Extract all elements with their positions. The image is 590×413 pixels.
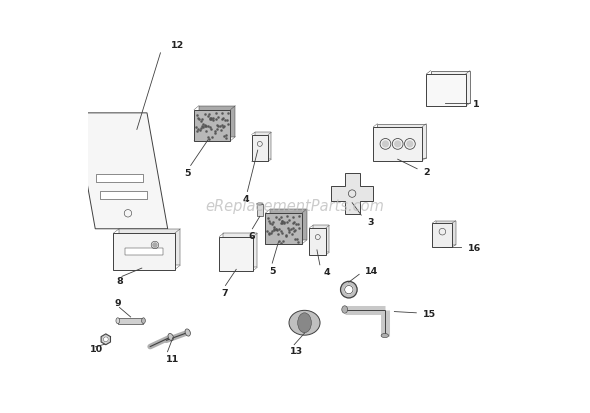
Ellipse shape (168, 334, 173, 341)
Text: 1: 1 (473, 100, 480, 109)
Text: 4: 4 (242, 195, 249, 204)
Circle shape (340, 282, 357, 298)
Text: 5: 5 (185, 168, 191, 177)
Ellipse shape (298, 313, 312, 333)
Circle shape (382, 142, 388, 147)
Polygon shape (101, 334, 110, 345)
Circle shape (153, 243, 157, 247)
Ellipse shape (342, 306, 348, 313)
Text: 5: 5 (269, 266, 276, 275)
Text: 13: 13 (290, 347, 303, 356)
Text: 10: 10 (90, 344, 103, 354)
Text: 8: 8 (116, 276, 123, 285)
Polygon shape (265, 214, 301, 244)
Polygon shape (332, 173, 373, 215)
Text: 3: 3 (367, 218, 373, 227)
Polygon shape (224, 234, 257, 268)
Text: 7: 7 (221, 288, 228, 297)
Text: 9: 9 (115, 298, 122, 307)
Polygon shape (257, 204, 263, 217)
Text: 14: 14 (365, 266, 378, 275)
Text: 2: 2 (424, 168, 430, 177)
Polygon shape (118, 318, 143, 324)
Polygon shape (119, 229, 181, 266)
Text: 6: 6 (248, 232, 255, 241)
Polygon shape (74, 114, 168, 229)
Polygon shape (436, 221, 455, 245)
Polygon shape (219, 237, 253, 271)
Text: 11: 11 (166, 354, 179, 363)
Circle shape (407, 142, 413, 147)
Polygon shape (251, 135, 268, 162)
Text: 15: 15 (422, 309, 435, 318)
Polygon shape (96, 174, 143, 182)
Circle shape (395, 142, 401, 147)
Polygon shape (427, 75, 466, 107)
Ellipse shape (116, 318, 120, 324)
Circle shape (345, 286, 353, 294)
Polygon shape (310, 228, 326, 255)
Polygon shape (113, 234, 175, 270)
Polygon shape (100, 192, 148, 199)
Text: 12: 12 (171, 41, 184, 50)
Circle shape (103, 337, 108, 342)
Ellipse shape (289, 311, 320, 335)
Polygon shape (199, 107, 235, 137)
Polygon shape (432, 223, 453, 247)
Ellipse shape (185, 329, 191, 336)
Polygon shape (125, 249, 163, 255)
Polygon shape (313, 226, 329, 253)
Polygon shape (255, 133, 271, 160)
Text: 16: 16 (468, 243, 481, 252)
Polygon shape (378, 124, 426, 158)
Ellipse shape (142, 318, 145, 324)
Polygon shape (270, 210, 307, 240)
Polygon shape (194, 111, 231, 142)
Polygon shape (431, 71, 470, 104)
Text: 4: 4 (323, 267, 330, 276)
Text: eReplacementParts.com: eReplacementParts.com (205, 199, 385, 214)
Polygon shape (373, 128, 422, 161)
Ellipse shape (257, 203, 263, 206)
Ellipse shape (381, 334, 389, 338)
